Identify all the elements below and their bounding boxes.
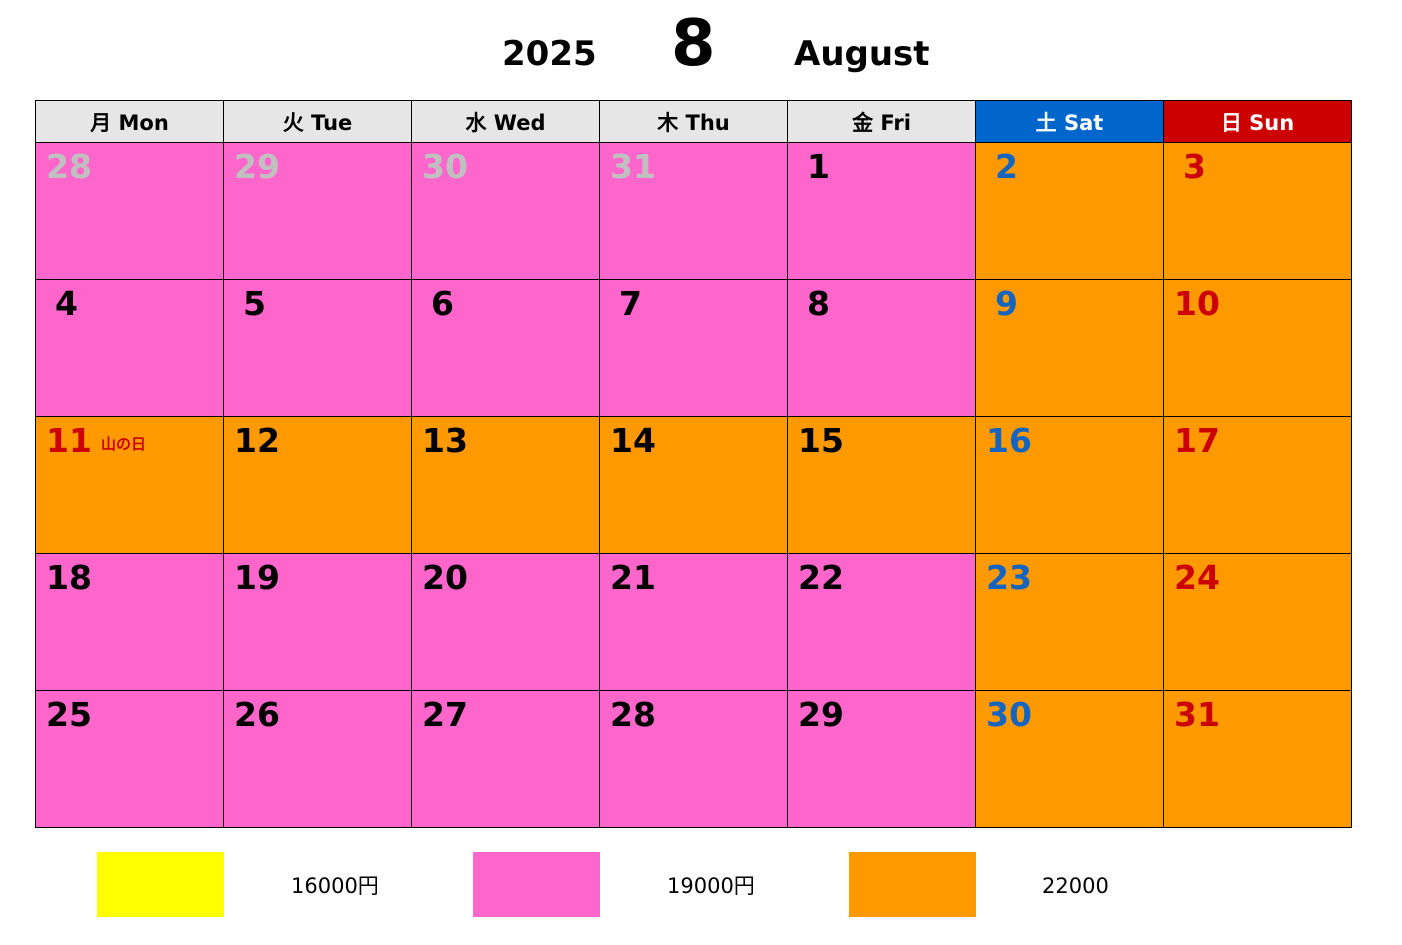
day-number: 6 <box>431 284 454 323</box>
day-cell[interactable]: 28 <box>599 690 787 827</box>
weekday-header-fri: 金 Fri <box>787 100 975 142</box>
title-month-number: 8 <box>671 7 716 81</box>
day-number: 25 <box>46 695 92 734</box>
weekday-header-thu: 木 Thu <box>599 100 787 142</box>
day-cell[interactable]: 29 <box>223 142 411 279</box>
day-cell[interactable]: 6 <box>411 279 599 416</box>
day-cell[interactable]: 22 <box>787 553 975 690</box>
day-number: 23 <box>986 558 1032 597</box>
day-cell[interactable]: 31 <box>599 142 787 279</box>
weekday-header-mon: 月 Mon <box>35 100 223 142</box>
day-number: 31 <box>610 147 656 186</box>
day-cell[interactable]: 17 <box>1163 416 1351 553</box>
day-cell[interactable]: 3 <box>1163 142 1351 279</box>
day-cell[interactable]: 18 <box>35 553 223 690</box>
day-cell[interactable]: 5 <box>223 279 411 416</box>
legend-label-16000: 16000円 <box>291 874 379 898</box>
day-cell[interactable]: 11 山の日 <box>35 416 223 553</box>
legend-swatch-pink <box>473 852 600 917</box>
day-cell[interactable]: 16 <box>975 416 1163 553</box>
day-cell[interactable]: 24 <box>1163 553 1351 690</box>
weekday-header-sun: 日 Sun <box>1163 100 1351 142</box>
day-number: 30 <box>986 695 1032 734</box>
day-number: 24 <box>1174 558 1220 597</box>
weekday-header-tue: 火 Tue <box>223 100 411 142</box>
day-cell[interactable]: 10 <box>1163 279 1351 416</box>
day-number: 31 <box>1174 695 1220 734</box>
title-month-name: August <box>794 34 930 74</box>
day-cell[interactable]: 14 <box>599 416 787 553</box>
day-cell[interactable]: 7 <box>599 279 787 416</box>
calendar-title: 2025 8 August <box>0 0 1402 95</box>
day-cell[interactable]: 4 <box>35 279 223 416</box>
day-number: 4 <box>55 284 78 323</box>
day-number: 15 <box>798 421 844 460</box>
day-cell[interactable]: 27 <box>411 690 599 827</box>
day-cell[interactable]: 19 <box>223 553 411 690</box>
day-number: 17 <box>1174 421 1220 460</box>
day-number: 16 <box>986 421 1032 460</box>
day-number: 13 <box>422 421 468 460</box>
legend-swatch-orange <box>849 852 976 917</box>
day-number: 27 <box>422 695 468 734</box>
day-number: 5 <box>243 284 266 323</box>
day-number: 29 <box>234 147 280 186</box>
day-number: 19 <box>234 558 280 597</box>
calendar-grid: 月 Mon 火 Tue 水 Wed 木 Thu 金 Fri 土 Sat 日 Su… <box>35 100 1352 828</box>
day-cell[interactable]: 2 <box>975 142 1163 279</box>
day-cell[interactable]: 15 <box>787 416 975 553</box>
day-number: 9 <box>995 284 1018 323</box>
day-number: 26 <box>234 695 280 734</box>
day-cell[interactable]: 1 <box>787 142 975 279</box>
weekday-header-wed: 水 Wed <box>411 100 599 142</box>
day-number: 28 <box>46 147 92 186</box>
day-cell[interactable]: 8 <box>787 279 975 416</box>
day-cell[interactable]: 30 <box>411 142 599 279</box>
day-number: 28 <box>610 695 656 734</box>
legend-swatch-yellow <box>97 852 224 917</box>
day-number: 14 <box>610 421 656 460</box>
day-number: 1 <box>807 147 830 186</box>
day-number: 2 <box>995 147 1018 186</box>
day-number: 8 <box>807 284 830 323</box>
day-number: 29 <box>798 695 844 734</box>
holiday-label: 山の日 <box>101 435 147 453</box>
day-number: 21 <box>610 558 656 597</box>
day-cell[interactable]: 21 <box>599 553 787 690</box>
weekday-header-sat: 土 Sat <box>975 100 1163 142</box>
day-cell[interactable]: 13 <box>411 416 599 553</box>
legend-label-22000: 22000 <box>1042 874 1109 898</box>
day-cell[interactable]: 31 <box>1163 690 1351 827</box>
day-cell[interactable]: 23 <box>975 553 1163 690</box>
day-number: 30 <box>422 147 468 186</box>
day-cell[interactable]: 29 <box>787 690 975 827</box>
day-cell[interactable]: 30 <box>975 690 1163 827</box>
legend-label-19000: 19000円 <box>667 874 755 898</box>
day-number: 10 <box>1174 284 1220 323</box>
day-number: 3 <box>1183 147 1206 186</box>
day-number: 11 <box>46 421 92 460</box>
day-number: 20 <box>422 558 468 597</box>
day-cell[interactable]: 12 <box>223 416 411 553</box>
day-number: 18 <box>46 558 92 597</box>
day-number: 7 <box>619 284 642 323</box>
title-year: 2025 <box>502 34 597 74</box>
day-cell[interactable]: 28 <box>35 142 223 279</box>
day-cell[interactable]: 20 <box>411 553 599 690</box>
day-number: 22 <box>798 558 844 597</box>
day-number: 12 <box>234 421 280 460</box>
day-cell[interactable]: 9 <box>975 279 1163 416</box>
day-cell[interactable]: 25 <box>35 690 223 827</box>
day-cell[interactable]: 26 <box>223 690 411 827</box>
